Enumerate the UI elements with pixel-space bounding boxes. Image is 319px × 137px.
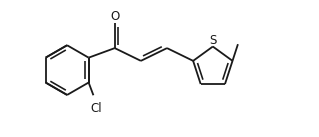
Text: O: O xyxy=(110,10,119,23)
Text: S: S xyxy=(209,34,217,47)
Text: Cl: Cl xyxy=(91,102,102,115)
